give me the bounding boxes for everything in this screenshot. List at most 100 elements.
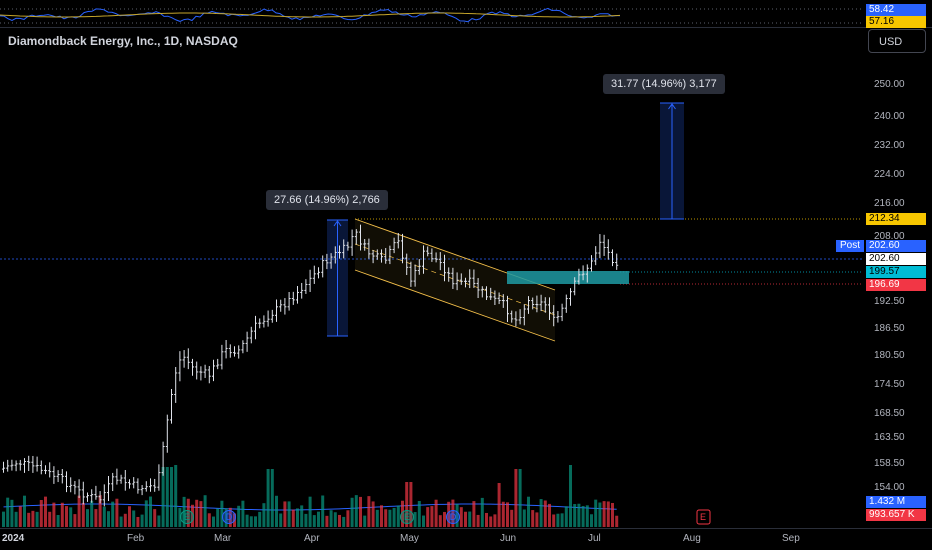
volume-bar [153, 509, 157, 527]
currency-button[interactable]: USD [868, 29, 926, 53]
volume-bar [44, 496, 47, 527]
volume-bar [615, 515, 619, 527]
volume-bar [73, 514, 77, 527]
volume-bar [262, 503, 266, 527]
upcoming-earnings-badge[interactable]: E [699, 512, 706, 522]
volume-bar [333, 512, 337, 527]
volume-bar [380, 505, 383, 527]
volume-bar [86, 509, 89, 527]
event-markers [180, 509, 711, 525]
volume-bar [128, 506, 131, 527]
volume-bar [552, 514, 556, 527]
upcoming-earnings-icon [696, 509, 711, 525]
volume-bar [107, 511, 110, 527]
price-candles [2, 224, 619, 507]
volume-bar [115, 498, 119, 527]
volume-bar [119, 516, 123, 527]
volume-bar [312, 515, 316, 527]
volume-bar [514, 469, 518, 527]
volume-bar [455, 504, 459, 527]
last-price-tag: 202.60 [866, 253, 926, 265]
dividend-badge[interactable]: D [449, 512, 457, 522]
volume-bar [405, 482, 409, 527]
volume-bar [396, 505, 400, 527]
volume-bar [170, 467, 173, 527]
symbol-title[interactable]: Diamondback Energy, Inc., 1D, NASDAQ [8, 34, 238, 48]
volume-bar [317, 511, 320, 527]
volume-bar [199, 501, 203, 527]
volume-bar [564, 506, 568, 527]
volume-bar [535, 512, 539, 527]
volume-bar [531, 510, 535, 527]
volume-bar [77, 495, 81, 527]
volume-bar [27, 512, 31, 527]
volume-bar [464, 511, 467, 527]
time-tick-label: Jul [588, 533, 601, 544]
time-tick-label: Feb [127, 533, 145, 544]
volume-bar [165, 467, 169, 527]
volume-bar [149, 496, 152, 527]
volume-bar [69, 507, 73, 527]
volume-bar [506, 502, 509, 527]
volume-bar [409, 482, 413, 527]
price-tick-label: 158.50 [874, 458, 905, 469]
volume-bar [606, 501, 610, 527]
volume-bar [65, 506, 68, 527]
volume-bar [157, 515, 161, 527]
rsi-line [0, 7, 621, 23]
volume-bar [174, 465, 178, 527]
price-tick-label: 192.50 [874, 296, 905, 307]
volume-bar [581, 505, 585, 527]
dividend-icon [222, 510, 236, 524]
volume-bar [459, 507, 463, 527]
volume-bar [60, 502, 64, 527]
volume-bar [329, 510, 333, 527]
volume-bar [23, 495, 26, 527]
volume-bar [94, 509, 98, 527]
volume-bar [237, 505, 241, 527]
price-tick-label: 168.50 [874, 408, 905, 419]
volume-bar [350, 497, 354, 527]
volume-bar [296, 508, 299, 527]
volume-bar [39, 499, 43, 527]
volume-bar [422, 515, 425, 527]
volume-bar [270, 469, 274, 527]
volume-bar [102, 506, 106, 527]
price-tick-label: 180.50 [874, 350, 905, 361]
demand-zone-box [507, 271, 629, 284]
volume-bar [560, 513, 564, 527]
volume-bar [304, 513, 308, 527]
volume-bar [56, 515, 60, 527]
volume-bar [384, 509, 388, 527]
earnings-icon [180, 510, 194, 524]
dividend-badge[interactable]: D [225, 512, 233, 522]
price-tick-label: 250.00 [874, 79, 905, 90]
volume-bar [497, 483, 501, 527]
measure-box-1 [327, 219, 348, 337]
volume-bar [161, 467, 165, 527]
measure-box-2 [660, 102, 684, 220]
volume-bar [287, 501, 291, 527]
volume-bar [548, 503, 551, 527]
volume-bar [367, 496, 371, 527]
earnings-badge[interactable]: E [183, 512, 190, 522]
volume-bar [212, 516, 215, 527]
volume-bar [228, 507, 232, 527]
volume-bar [489, 516, 493, 527]
time-tick-label: Aug [683, 533, 701, 544]
rsi-ma-value-tag: 57.16 [866, 16, 926, 28]
lower-box-price-tag: 196.69 [866, 279, 926, 291]
price-tick-label: 240.00 [874, 111, 905, 122]
volume-bar [354, 495, 358, 527]
volume-bar [266, 469, 270, 527]
price-tick-label: 163.50 [874, 432, 905, 443]
volume-bar [375, 509, 379, 527]
earnings-badge[interactable]: E [403, 512, 410, 522]
volume-bar [447, 501, 451, 527]
volume-bar [510, 509, 514, 527]
volume-bar [300, 505, 304, 527]
volume-bar [207, 513, 211, 527]
time-tick-label: Mar [214, 533, 232, 544]
volume-bar [10, 499, 14, 527]
